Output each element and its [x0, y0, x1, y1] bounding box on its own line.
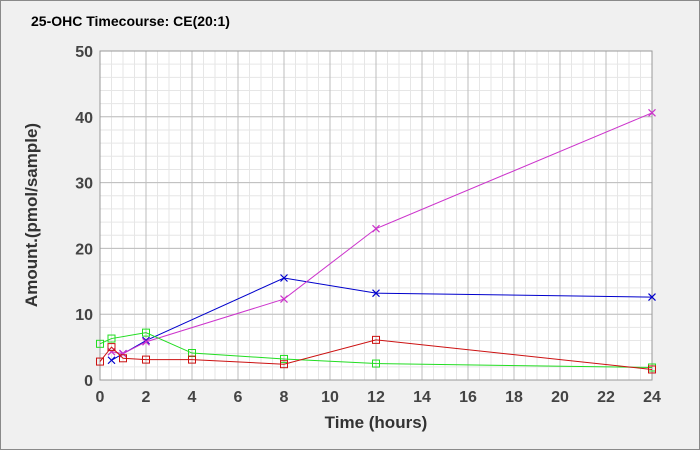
- y-tick-label: 40: [75, 110, 93, 127]
- y-tick-label: 20: [75, 241, 93, 258]
- x-tick-label: 22: [597, 389, 615, 406]
- x-tick-label: 14: [413, 389, 431, 406]
- data-point: [107, 356, 116, 365]
- x-tick-label: 4: [188, 389, 197, 406]
- data-point: [188, 355, 196, 364]
- data-point: [372, 335, 380, 344]
- data-point: [142, 328, 150, 337]
- series-4: [96, 335, 656, 374]
- series-line: [99, 339, 653, 370]
- x-tick-label: 0: [96, 389, 105, 406]
- x-tick-label: 16: [459, 389, 477, 406]
- series-line: [111, 112, 653, 355]
- data-point: [372, 289, 380, 298]
- data-point: [107, 343, 116, 352]
- y-tick-label: 30: [75, 176, 93, 193]
- y-tick-label: 0: [84, 373, 93, 390]
- chart-title: 25-OHC Timecourse: CE(20:1): [31, 13, 230, 29]
- data-point: [142, 337, 150, 346]
- x-axis-ticks: 0 2 4 6 8 10 12 14 16 18 20 22 24: [96, 389, 661, 406]
- series-layer: [96, 108, 656, 374]
- x-tick-label: 8: [280, 389, 289, 406]
- data-point: [107, 334, 116, 343]
- x-axis-label: Time (hours): [325, 413, 428, 432]
- data-point: [648, 108, 656, 117]
- data-point: [96, 357, 104, 366]
- x-tick-label: 2: [142, 389, 151, 406]
- data-point: [372, 224, 380, 233]
- data-point: [280, 354, 288, 363]
- y-tick-label: 50: [75, 44, 93, 61]
- y-axis-label: Amount.(pmol/sample): [22, 123, 41, 307]
- x-tick-label: 20: [551, 389, 569, 406]
- series-2: [107, 108, 656, 358]
- data-point: [280, 295, 288, 303]
- data-point: [648, 293, 656, 302]
- x-tick-label: 18: [505, 389, 523, 406]
- grid: [99, 50, 653, 381]
- plot-border: [99, 50, 653, 381]
- y-axis-ticks: 0 10 20 30 40 50: [75, 44, 93, 390]
- series-line: [99, 332, 653, 368]
- x-tick-label: 6: [234, 389, 243, 406]
- x-tick-label: 10: [321, 389, 339, 406]
- data-point: [372, 359, 380, 368]
- data-point: [280, 274, 288, 282]
- data-point: [96, 339, 104, 348]
- data-point: [142, 355, 150, 364]
- y-tick-label: 10: [75, 307, 93, 324]
- data-point: [119, 354, 127, 363]
- data-point: [648, 365, 656, 374]
- x-tick-label: 12: [367, 389, 385, 406]
- data-point: [280, 360, 288, 369]
- x-tick-label: 24: [643, 389, 661, 406]
